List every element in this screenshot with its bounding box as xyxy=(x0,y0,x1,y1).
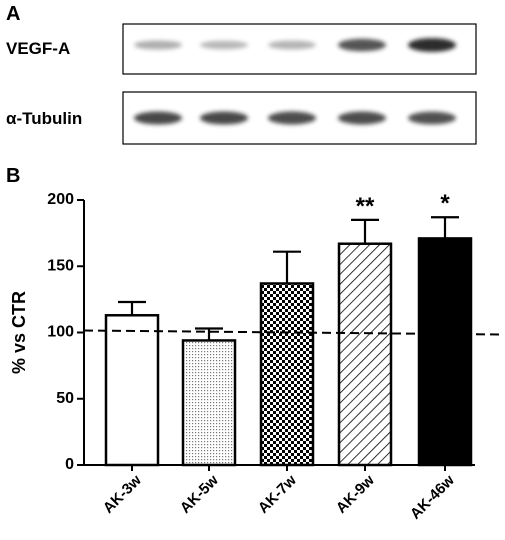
x-tick-label: AK-46w xyxy=(407,472,458,523)
x-axis: AK-3w AK-5w AK-7w AK-9w AK-46w xyxy=(84,464,475,523)
y-tick-label: 200 xyxy=(47,191,74,208)
blot-band xyxy=(200,40,248,50)
bar xyxy=(417,237,473,467)
bar xyxy=(259,282,315,467)
bar xyxy=(181,339,237,467)
blot-band xyxy=(338,38,386,52)
y-tick-label: 150 xyxy=(47,257,74,274)
significance-label: ** xyxy=(356,193,375,220)
blot-band xyxy=(268,111,316,125)
y-tick-label: 0 xyxy=(65,456,74,473)
bar xyxy=(104,314,160,467)
y-tick-label: 100 xyxy=(47,324,74,341)
blot-band xyxy=(134,111,182,125)
blot-band xyxy=(338,111,386,125)
blot-band xyxy=(408,111,456,125)
y-tick-label: 50 xyxy=(56,390,74,407)
x-tick-label: AK-7w xyxy=(255,472,300,517)
x-tick-label: AK-9w xyxy=(333,472,378,517)
y-axis-title: % vs CTR xyxy=(9,291,29,374)
y-axis: 0 50 100 150 200 xyxy=(47,191,85,473)
error-bars xyxy=(118,216,459,341)
bar xyxy=(337,242,393,467)
blot-row-label-tubulin: α-Tubulin xyxy=(6,109,82,128)
blot-band xyxy=(200,111,248,125)
panel-b-label: B xyxy=(6,165,20,187)
significance-annotations: ** * xyxy=(356,190,451,220)
blot-band xyxy=(268,40,316,50)
x-tick-label: AK-5w xyxy=(177,472,222,517)
x-tick-label: AK-3w xyxy=(100,472,145,517)
blot-band xyxy=(408,38,456,52)
blot-row-label-vegf: VEGF-A xyxy=(6,39,70,58)
blot-band xyxy=(134,40,182,50)
bars xyxy=(104,237,473,467)
blot-bands xyxy=(134,38,456,125)
panel-a-label: A xyxy=(6,3,20,25)
significance-label: * xyxy=(440,190,450,217)
